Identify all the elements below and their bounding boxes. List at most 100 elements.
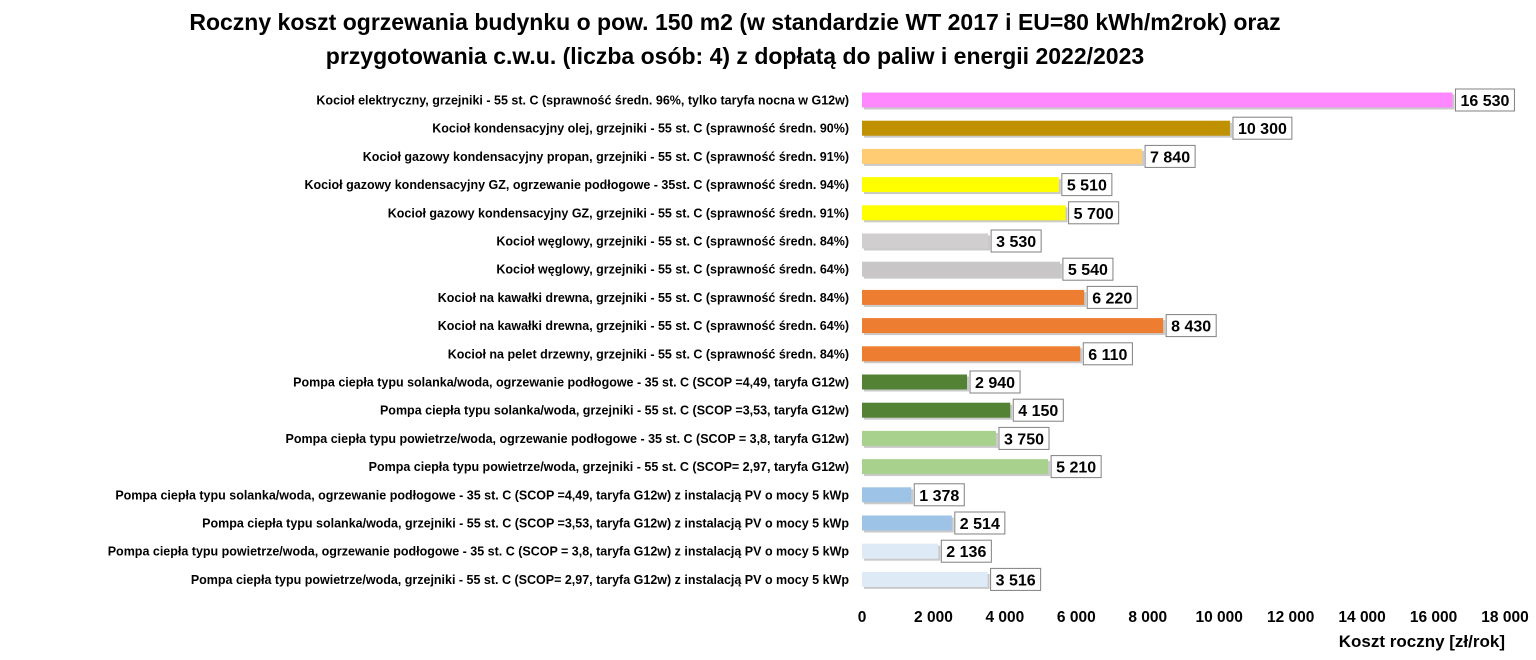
bar xyxy=(862,177,1059,193)
data-label-box xyxy=(1144,144,1196,168)
x-axis: 0 2 000 4 000 6 000 8 000 10 000 12 000 14 000 1… xyxy=(858,609,1529,626)
category-label: Pompa ciepła typu solanka/woda, ogrzewan… xyxy=(115,488,849,502)
data-label-box xyxy=(1061,173,1113,197)
x-tick-label: 6 000 xyxy=(1057,609,1096,626)
x-axis-title: Koszt roczny [zł/rok] xyxy=(1339,632,1505,651)
bar-row: Pompa ciepła typu solanka/woda, ogrzewan… xyxy=(293,370,1021,394)
bar-row: Kocioł elektryczny, grzejniki - 55 st. C… xyxy=(316,88,1515,112)
data-label-box xyxy=(1454,88,1515,112)
bar-row: Kocioł gazowy kondensacyjny GZ, grzejnik… xyxy=(388,201,1120,225)
bar-row: Kocioł na kawałki drewna, grzejniki - 55… xyxy=(438,314,1217,338)
data-label: 3 516 xyxy=(996,572,1036,589)
category-label: Kocioł gazowy kondensacyjny GZ, ogrzewan… xyxy=(304,178,849,192)
bar xyxy=(862,374,968,390)
data-label: 5 510 xyxy=(1067,178,1107,195)
bar-row: Kocioł gazowy kondensacyjny GZ, ogrzewan… xyxy=(304,173,1113,197)
bar xyxy=(862,515,952,531)
category-label: Kocioł węglowy, grzejniki - 55 st. C (sp… xyxy=(496,235,849,249)
x-tick-label: 14 000 xyxy=(1338,609,1385,626)
data-label-box xyxy=(1232,116,1293,140)
bar xyxy=(862,318,1164,334)
bar-row: Kocioł kondensacyjny olej, grzejniki - 5… xyxy=(432,116,1293,140)
x-tick-label: 0 xyxy=(858,609,867,626)
data-label-box xyxy=(954,511,1006,535)
bar-row: Kocioł na kawałki drewna, grzejniki - 55… xyxy=(438,285,1138,309)
category-label: Kocioł na pelet drzewny, grzejniki - 55 … xyxy=(448,347,849,361)
data-label-box xyxy=(1082,342,1133,366)
bar-row: Kocioł gazowy kondensacyjny propan, grze… xyxy=(363,144,1196,168)
x-tick-label: 10 000 xyxy=(1196,609,1243,626)
data-label-box xyxy=(1165,314,1217,338)
bar xyxy=(862,233,989,249)
data-label: 3 530 xyxy=(996,234,1036,251)
bar-row: Pompa ciepła typu powietrze/woda, grzejn… xyxy=(369,455,1102,479)
bar-row: Pompa ciepła typu powietrze/woda, ogrzew… xyxy=(108,539,992,563)
data-label: 2 136 xyxy=(946,544,986,561)
bar xyxy=(862,459,1049,475)
category-label: Kocioł gazowy kondensacyjny propan, grze… xyxy=(363,150,849,164)
data-label: 4 150 xyxy=(1018,403,1058,420)
data-label-box xyxy=(990,567,1042,591)
data-label-box xyxy=(1062,257,1114,281)
bar-row: Pompa ciepła typu powietrze/woda, ogrzew… xyxy=(286,426,1050,450)
category-label: Pompa ciepła typu solanka/woda, grzejnik… xyxy=(202,517,849,531)
data-label-box xyxy=(913,483,965,507)
bar xyxy=(862,92,1453,108)
category-label: Kocioł węglowy, grzejniki - 55 st. C (sp… xyxy=(496,263,849,277)
bar xyxy=(862,261,1060,277)
data-label-box xyxy=(1068,201,1120,225)
bar xyxy=(862,430,996,446)
data-label-box xyxy=(1012,398,1064,422)
x-tick-label: 12 000 xyxy=(1267,609,1314,626)
category-label: Pompa ciepła typu powietrze/woda, grzejn… xyxy=(369,460,849,474)
category-label: Kocioł gazowy kondensacyjny GZ, grzejnik… xyxy=(388,206,849,220)
x-tick-label: 4 000 xyxy=(985,609,1024,626)
data-label-box xyxy=(990,229,1042,253)
data-label: 6 220 xyxy=(1092,290,1132,307)
data-label: 2 940 xyxy=(975,375,1015,392)
category-label: Kocioł kondensacyjny olej, grzejniki - 5… xyxy=(432,122,849,136)
chart-title-line-1: Roczny koszt ogrzewania budynku o pow. 1… xyxy=(189,9,1280,35)
bar xyxy=(862,205,1066,221)
bar-row: Pompa ciepła typu solanka/woda, grzejnik… xyxy=(202,511,1006,535)
bar xyxy=(862,120,1230,136)
bar-row: Pompa ciepła typu powietrze/woda, grzejn… xyxy=(191,567,1042,591)
x-tick-label: 2 000 xyxy=(914,609,953,626)
bar xyxy=(862,346,1081,362)
bar xyxy=(862,148,1143,164)
data-label: 8 430 xyxy=(1171,319,1211,336)
data-label: 3 750 xyxy=(1004,431,1044,448)
bar xyxy=(862,487,912,503)
category-label: Pompa ciepła typu powietrze/woda, ogrzew… xyxy=(286,432,849,446)
bar-row: Pompa ciepła typu solanka/woda, ogrzewan… xyxy=(115,483,965,507)
data-label: 10 300 xyxy=(1238,121,1287,138)
category-label: Kocioł elektryczny, grzejniki - 55 st. C… xyxy=(316,94,849,108)
data-label-box xyxy=(940,539,992,563)
bar-row: Kocioł węglowy, grzejniki - 55 st. C (sp… xyxy=(496,257,1114,281)
data-label-box xyxy=(1086,285,1138,309)
category-label: Pompa ciepła typu solanka/woda, ogrzewan… xyxy=(293,376,849,390)
data-label: 16 530 xyxy=(1460,93,1509,110)
data-label: 5 210 xyxy=(1056,460,1096,477)
bar xyxy=(862,571,988,587)
bar xyxy=(862,543,939,559)
category-label: Kocioł na kawałki drewna, grzejniki - 55… xyxy=(438,291,849,305)
data-label: 5 700 xyxy=(1074,206,1114,223)
chart-title-line-2: przygotowania c.w.u. (liczba osób: 4) z … xyxy=(326,43,1144,69)
data-label: 5 540 xyxy=(1068,262,1108,279)
x-tick-label: 16 000 xyxy=(1410,609,1457,626)
bar-row: Kocioł na pelet drzewny, grzejniki - 55 … xyxy=(448,342,1133,366)
x-tick-label: 8 000 xyxy=(1128,609,1167,626)
data-label: 6 110 xyxy=(1088,347,1127,364)
data-label: 7 840 xyxy=(1150,149,1190,166)
category-label: Pompa ciepła typu powietrze/woda, ogrzew… xyxy=(108,545,850,559)
data-label: 1 378 xyxy=(919,488,959,505)
data-label-box xyxy=(969,370,1021,394)
x-tick-label: 18 000 xyxy=(1481,609,1528,626)
data-label-box xyxy=(1050,455,1102,479)
data-label: 2 514 xyxy=(960,516,1000,533)
bars-layer: Kocioł elektryczny, grzejniki - 55 st. C… xyxy=(108,88,1515,591)
bar-row: Kocioł węglowy, grzejniki - 55 st. C (sp… xyxy=(496,229,1042,253)
